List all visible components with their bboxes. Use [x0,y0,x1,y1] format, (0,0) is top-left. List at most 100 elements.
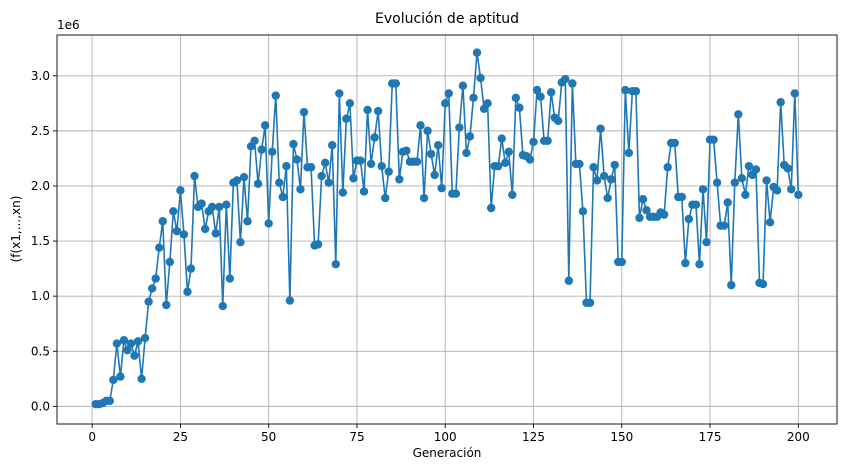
data-point [123,345,132,355]
data-point [292,155,302,164]
data-point [589,163,598,172]
data-point [744,161,754,171]
data-point [638,195,648,204]
data-point [698,185,708,194]
chart-title: Evolución de aptitud [375,11,519,27]
data-point [137,374,146,384]
data-point [592,176,602,185]
data-point [663,163,672,172]
data-point [787,185,796,194]
data-point [603,193,612,203]
data-point [197,199,206,208]
data-point [190,171,199,181]
data-point [621,85,630,95]
data-point [508,190,517,199]
data-point [412,157,422,166]
data-point [546,88,556,97]
data-point [476,73,485,83]
data-point [712,178,722,187]
data-point [384,167,393,176]
data-point [444,89,453,98]
data-point [133,337,143,346]
data-point [702,237,711,247]
data-point [155,243,164,252]
data-point [543,136,552,145]
y-tick-label: 1.5 [31,234,50,248]
data-point [624,148,634,158]
data-point [278,192,288,202]
data-point [790,89,799,98]
data-point [271,91,280,100]
data-point [222,200,231,209]
data-point [338,188,348,197]
data-point [575,159,584,169]
y-tick-label: 0.5 [31,344,50,358]
data-point [659,210,669,219]
data-point [215,202,224,212]
data-point [794,190,803,199]
x-tick-label: 75 [349,430,364,444]
data-point [585,298,595,307]
data-point [642,206,651,215]
data-point [441,99,450,108]
y-tick-label: 2.0 [31,179,50,193]
data-point [109,375,118,385]
data-point [568,79,577,88]
data-point [727,280,736,290]
plot-frame [56,34,838,425]
data-point [250,136,259,145]
data-point [183,287,192,296]
y-tick-label: 0.0 [31,399,50,413]
data-point [695,260,704,269]
data-point [317,171,326,181]
data-point [497,134,506,143]
data-point [373,106,383,116]
data-point [356,156,365,165]
data-point [395,175,404,184]
data-point [455,123,464,132]
x-tick-label: 100 [434,430,457,444]
data-point [561,74,570,84]
data-point [483,99,492,108]
x-tick-label: 125 [522,430,545,444]
data-point [381,193,390,203]
data-point [494,161,503,171]
data-point [554,116,563,126]
data-point [140,333,150,343]
data-point [130,351,139,360]
data-point [501,158,510,168]
y-axis-label: (f(x1,...,xn) [9,196,23,263]
data-point [176,186,185,195]
data-point [529,137,538,147]
data-point [719,221,729,230]
data-point [363,105,372,115]
data-point [158,217,167,226]
data-point [504,147,513,157]
data-point [335,89,344,98]
data-point [578,207,588,216]
data-point [331,260,340,269]
data-point [211,229,220,238]
data-point [451,189,461,198]
data-point [225,274,235,283]
data-point [596,124,605,133]
data-point [433,141,443,150]
data-point [617,257,626,267]
data-point [207,202,217,212]
data-point [328,141,337,150]
data-point [257,145,266,154]
data-point [151,274,160,283]
data-point [737,174,747,183]
data-point [236,237,245,247]
data-point [458,81,468,90]
y-tick-label: 3.0 [31,69,50,83]
data-point [515,103,524,112]
x-tick-label: 175 [699,430,722,444]
data-point [423,126,432,136]
data-point [776,98,785,107]
data-point [465,132,475,141]
data-point [218,301,227,311]
